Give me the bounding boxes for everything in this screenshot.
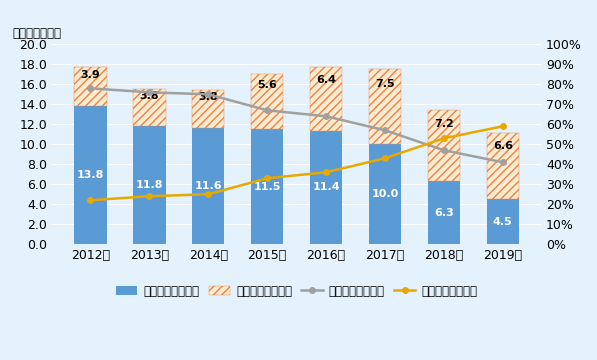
輸入ワインシェア	[87, 198, 94, 202]
国産ワインシェア	[441, 148, 448, 152]
Text: 6.4: 6.4	[316, 75, 336, 85]
Text: 13.8: 13.8	[77, 170, 104, 180]
Bar	[133, 126, 165, 244]
輸入ワインシェア	[441, 136, 448, 140]
輸入ワインシェア	[264, 176, 271, 180]
Bar	[427, 110, 460, 181]
Bar	[192, 90, 224, 128]
Text: （億リットル）: （億リットル）	[13, 27, 62, 40]
Text: 11.8: 11.8	[136, 180, 163, 190]
Bar	[74, 106, 107, 244]
輸入ワインシェア	[322, 170, 330, 174]
Bar	[251, 130, 284, 244]
国産ワインシェア	[322, 114, 330, 118]
国産ワインシェア	[264, 108, 271, 112]
Line: 国産ワインシェア: 国産ワインシェア	[88, 86, 506, 165]
Text: 6.6: 6.6	[493, 141, 513, 151]
輸入ワインシェア	[205, 192, 212, 197]
Text: 10.0: 10.0	[371, 189, 399, 199]
Bar	[369, 144, 401, 244]
Text: 11.6: 11.6	[195, 181, 222, 191]
Bar	[369, 69, 401, 144]
Bar	[310, 131, 342, 244]
国産ワインシェア	[499, 160, 506, 165]
Line: 輸入ワインシェア: 輸入ワインシェア	[88, 123, 506, 203]
Text: 11.5: 11.5	[254, 182, 281, 192]
Text: 7.5: 7.5	[375, 79, 395, 89]
国産ワインシェア	[146, 90, 153, 94]
輸入ワインシェア	[381, 156, 389, 161]
Bar	[427, 181, 460, 244]
Legend: 国産ワイン生産量, 輸入ワイン輸入量, 国産ワインシェア, 輸入ワインシェア: 国産ワイン生産量, 輸入ワイン輸入量, 国産ワインシェア, 輸入ワインシェア	[112, 280, 482, 302]
国産ワインシェア	[87, 86, 94, 90]
Text: 7.2: 7.2	[434, 119, 454, 129]
Bar	[487, 199, 519, 244]
Bar	[310, 67, 342, 131]
Text: 4.5: 4.5	[493, 217, 513, 227]
Text: 3.8: 3.8	[140, 91, 159, 102]
Bar	[133, 89, 165, 126]
国産ワインシェア	[381, 128, 389, 132]
Bar	[487, 133, 519, 199]
Text: 3.8: 3.8	[198, 93, 218, 103]
Text: 3.9: 3.9	[81, 69, 100, 80]
Bar	[192, 128, 224, 244]
Text: 6.3: 6.3	[434, 208, 454, 218]
国産ワインシェア	[205, 92, 212, 96]
Text: 11.4: 11.4	[312, 183, 340, 192]
Text: 5.6: 5.6	[257, 80, 277, 90]
輸入ワインシェア	[499, 124, 506, 129]
Bar	[74, 67, 107, 106]
Bar	[251, 74, 284, 130]
輸入ワインシェア	[146, 194, 153, 198]
